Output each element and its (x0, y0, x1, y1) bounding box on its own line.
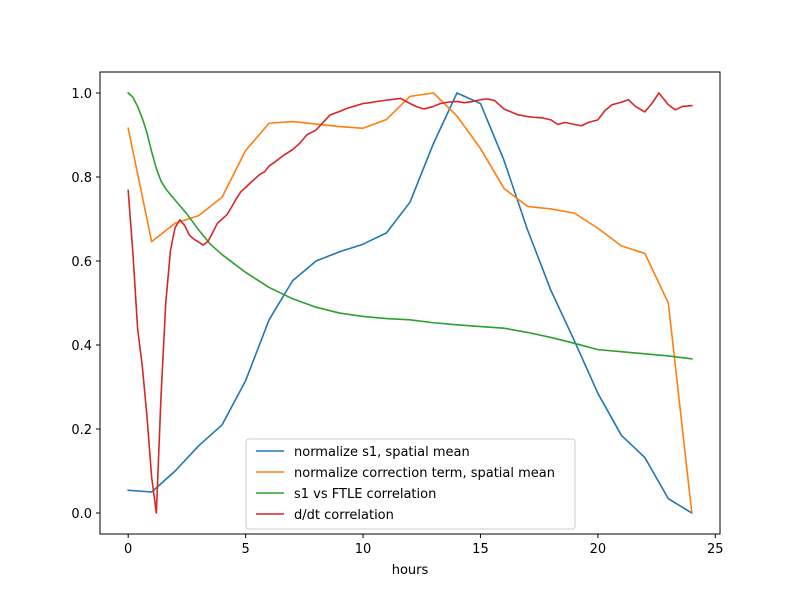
y-tick-label: 0.4 (71, 339, 92, 354)
x-tick-label: 10 (355, 542, 372, 557)
series-line-4 (127, 92, 693, 514)
x-tick-label: 0 (124, 542, 132, 557)
y-axis: 0.0 0.2 0.4 0.6 0.8 1.0 (71, 87, 100, 522)
legend: normalize s1, spatial mean normalize corr… (245, 438, 576, 530)
x-tick-label: 5 (241, 542, 249, 557)
y-tick-label: 1.0 (71, 87, 92, 102)
legend-box (245, 438, 576, 530)
series-line-3 (127, 91, 693, 360)
series-line-2 (127, 92, 693, 514)
x-tick-label: 20 (590, 542, 607, 557)
y-tick-label: 0.6 (71, 255, 92, 270)
legend-label-4: d/dt correlation (294, 508, 394, 523)
x-tick-label: 25 (707, 542, 724, 557)
series-line-1 (127, 92, 693, 515)
y-tick-label: 0.2 (71, 423, 92, 438)
y-tick-label: 0.8 (71, 171, 92, 186)
legend-label-2: normalize correction term, spatial mean (294, 466, 555, 481)
legend-label-3: s1 vs FTLE correlation (294, 487, 436, 502)
plot-frame (99, 71, 721, 535)
legend-label-1: normalize s1, spatial mean (294, 445, 470, 460)
x-tick-label: 15 (472, 542, 489, 557)
x-axis: 0 5 10 15 20 25 (124, 534, 724, 557)
plot-lines (127, 91, 693, 515)
x-axis-label: hours (392, 563, 429, 578)
y-tick-label: 0.0 (71, 507, 92, 522)
